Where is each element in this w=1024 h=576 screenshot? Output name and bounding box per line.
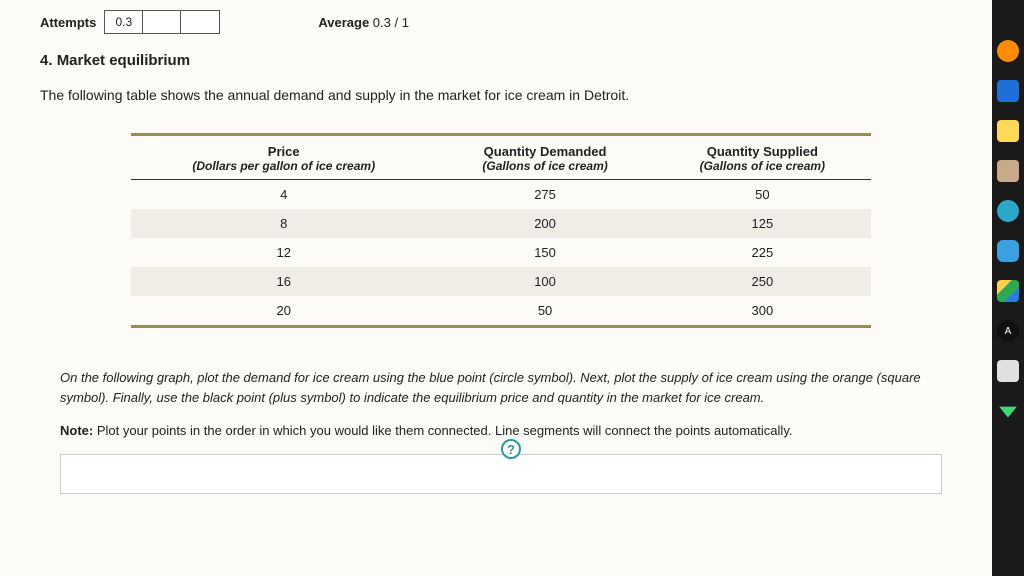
app-brush-icon[interactable] — [997, 160, 1019, 182]
table-cell: 100 — [436, 267, 653, 296]
table-cell: 275 — [436, 179, 653, 209]
table-row: 427550 — [131, 179, 871, 209]
average-value: 0.3 / 1 — [373, 15, 409, 30]
note-label: Note: — [60, 423, 93, 438]
col-header-price: Price — [131, 138, 436, 159]
col-header-supply: Quantity Supplied — [654, 138, 871, 159]
table-body: 427550820012512150225161002502050300 — [131, 179, 871, 326]
question-number: 4. — [40, 52, 53, 69]
average-display: Average 0.3 / 1 — [318, 15, 409, 30]
attempt-boxes: 0.3 — [104, 10, 220, 34]
assignment-page: Attempts 0.3 Average 0.3 / 1 4. Market e… — [0, 0, 992, 576]
app-blue-icon[interactable] — [997, 80, 1019, 102]
table-cell: 150 — [436, 238, 653, 267]
attempts-label: Attempts — [40, 15, 96, 30]
table-cell: 50 — [436, 296, 653, 327]
note-text: Plot your points in the order in which y… — [93, 423, 792, 438]
attempt-box-2 — [143, 11, 181, 33]
app-paint-icon[interactable] — [997, 120, 1019, 142]
graph-plot-area[interactable]: ? — [60, 454, 942, 494]
question-intro: The following table shows the annual dem… — [40, 87, 962, 103]
table-cell: 125 — [654, 209, 871, 238]
table-cell: 200 — [436, 209, 653, 238]
table-cell: 12 — [131, 238, 436, 267]
app-orange-icon[interactable] — [997, 40, 1019, 62]
attempts-bar: Attempts 0.3 Average 0.3 / 1 — [40, 10, 962, 34]
note-line: Note: Plot your points in the order in w… — [60, 423, 942, 438]
table-cell: 225 — [654, 238, 871, 267]
instructions-text: On the following graph, plot the demand … — [60, 368, 942, 410]
table-row: 12150225 — [131, 238, 871, 267]
doc-icon[interactable] — [997, 360, 1019, 382]
average-label: Average — [318, 15, 369, 30]
cloud-icon[interactable] — [997, 240, 1019, 262]
table-cell: 50 — [654, 179, 871, 209]
table-cell: 250 — [654, 267, 871, 296]
question-title: Market equilibrium — [57, 52, 190, 69]
aplus-icon[interactable]: A — [997, 320, 1019, 342]
table-row: 2050300 — [131, 296, 871, 327]
col-sub-price: (Dollars per gallon of ice cream) — [131, 159, 436, 180]
col-sub-demand: (Gallons of ice cream) — [436, 159, 653, 180]
data-table: Price Quantity Demanded Quantity Supplie… — [131, 133, 871, 328]
table-row: 16100250 — [131, 267, 871, 296]
col-header-demand: Quantity Demanded — [436, 138, 653, 159]
table-cell: 8 — [131, 209, 436, 238]
question-header: 4. Market equilibrium — [40, 52, 962, 69]
help-icon[interactable]: ? — [501, 439, 521, 459]
table-row: 8200125 — [131, 209, 871, 238]
os-sidebar: A — [992, 0, 1024, 576]
table-cell: 16 — [131, 267, 436, 296]
attempt-box-3 — [181, 11, 219, 33]
drive-icon[interactable] — [997, 280, 1019, 302]
attempt-box-1: 0.3 — [105, 11, 143, 33]
bongo-icon[interactable] — [997, 200, 1019, 222]
table-cell: 300 — [654, 296, 871, 327]
chevron-down-icon[interactable] — [997, 400, 1019, 422]
table-cell: 20 — [131, 296, 436, 327]
table-cell: 4 — [131, 179, 436, 209]
col-sub-supply: (Gallons of ice cream) — [654, 159, 871, 180]
